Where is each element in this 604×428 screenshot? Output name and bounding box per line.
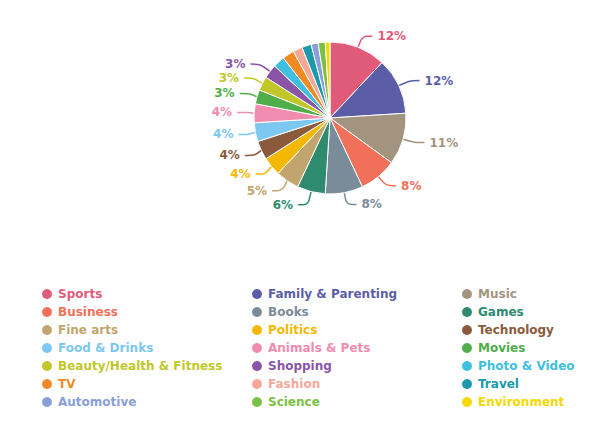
svg-text:Automotive: Automotive [58, 395, 136, 409]
svg-text:TV: TV [58, 377, 76, 391]
svg-text:Food & Drinks: Food & Drinks [58, 341, 153, 355]
svg-text:Movies: Movies [478, 341, 525, 355]
svg-text:Travel: Travel [478, 377, 519, 391]
svg-text:Books: Books [268, 305, 309, 319]
svg-text:Business: Business [58, 305, 118, 319]
svg-text:Animals & Pets: Animals & Pets [268, 341, 370, 355]
svg-text:12%: 12% [425, 74, 454, 88]
svg-text:Sports: Sports [58, 287, 102, 301]
svg-text:3%: 3% [219, 71, 239, 85]
svg-text:6%: 6% [273, 198, 293, 212]
svg-text:3%: 3% [214, 86, 234, 100]
svg-text:Games: Games [478, 305, 524, 319]
svg-text:8%: 8% [361, 197, 381, 211]
svg-text:Beauty/Health & Fitness: Beauty/Health & Fitness [58, 359, 222, 373]
svg-text:3%: 3% [225, 57, 245, 71]
svg-text:Music: Music [478, 287, 517, 301]
svg-text:4%: 4% [212, 105, 232, 119]
svg-text:Fine arts: Fine arts [58, 323, 118, 337]
svg-text:12%: 12% [377, 29, 406, 43]
svg-text:Fashion: Fashion [268, 377, 320, 391]
svg-text:4%: 4% [230, 167, 250, 181]
svg-text:5%: 5% [247, 184, 267, 198]
svg-text:11%: 11% [430, 136, 459, 150]
svg-text:Politics: Politics [268, 323, 317, 337]
svg-text:Science: Science [268, 395, 320, 409]
svg-text:8%: 8% [401, 179, 421, 193]
svg-text:Family & Parenting: Family & Parenting [268, 287, 397, 301]
svg-text:Technology: Technology [478, 323, 554, 337]
svg-text:4%: 4% [213, 127, 233, 141]
svg-text:Environment: Environment [478, 395, 565, 409]
svg-text:Shopping: Shopping [268, 359, 332, 373]
svg-text:4%: 4% [219, 148, 239, 162]
svg-text:Photo & Video: Photo & Video [478, 359, 575, 373]
